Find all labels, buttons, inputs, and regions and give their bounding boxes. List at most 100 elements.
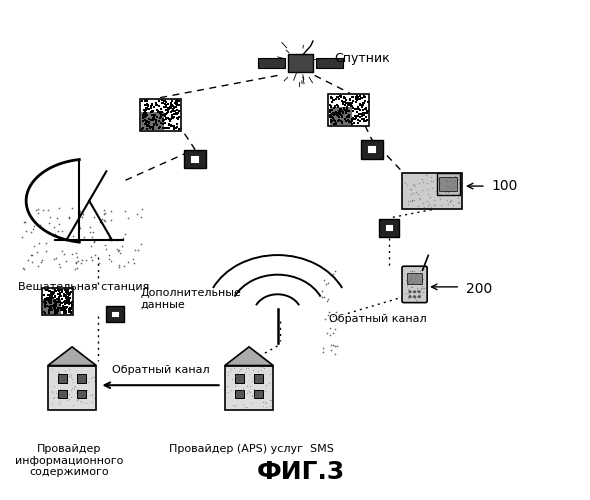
Point xyxy=(402,289,411,297)
Point xyxy=(58,306,67,314)
Point xyxy=(164,106,173,114)
Point xyxy=(427,173,436,181)
Bar xyxy=(407,272,422,284)
Point xyxy=(422,179,431,187)
Point xyxy=(47,288,56,296)
Point xyxy=(55,264,65,272)
Point xyxy=(45,297,54,305)
Point xyxy=(358,99,368,107)
Point xyxy=(48,306,57,314)
Point xyxy=(64,304,73,312)
Point xyxy=(90,250,100,258)
Point xyxy=(335,108,345,116)
Point xyxy=(349,114,358,122)
Point xyxy=(403,278,412,285)
Point xyxy=(142,112,151,120)
Point xyxy=(149,113,158,121)
Point xyxy=(417,284,426,292)
Text: Обратный канал: Обратный канал xyxy=(329,314,427,324)
Point xyxy=(156,110,166,118)
Point xyxy=(137,125,147,133)
Point xyxy=(67,298,76,306)
Point xyxy=(66,308,76,316)
Point xyxy=(53,399,63,407)
Point xyxy=(78,213,87,221)
Point xyxy=(51,298,60,306)
Point xyxy=(167,114,176,122)
Point xyxy=(55,298,64,306)
Point xyxy=(228,401,238,409)
Point xyxy=(41,297,50,305)
Point xyxy=(345,116,354,124)
Point xyxy=(51,308,61,316)
Point xyxy=(362,108,372,116)
Point xyxy=(53,305,63,313)
Point xyxy=(64,214,73,222)
Point xyxy=(162,110,172,118)
Point xyxy=(163,108,172,116)
Point xyxy=(61,292,71,300)
Point xyxy=(348,93,358,101)
Point xyxy=(443,188,453,196)
Point xyxy=(359,111,368,119)
Point xyxy=(358,94,367,102)
Point xyxy=(405,267,415,275)
Point xyxy=(44,298,54,306)
Point xyxy=(417,174,427,182)
Bar xyxy=(258,58,285,68)
Point xyxy=(423,185,432,193)
Point xyxy=(359,100,368,108)
Point xyxy=(40,298,49,306)
Point xyxy=(161,114,171,122)
Point xyxy=(81,256,91,264)
Point xyxy=(442,196,452,204)
Point xyxy=(453,175,463,183)
Point xyxy=(338,98,348,106)
Point xyxy=(155,108,164,116)
Point xyxy=(169,102,178,110)
Point xyxy=(328,340,337,348)
Point xyxy=(45,304,55,312)
Point xyxy=(345,118,354,126)
Point xyxy=(140,97,150,105)
Point xyxy=(330,342,340,350)
Point xyxy=(450,176,460,184)
Point xyxy=(106,206,116,214)
Point xyxy=(434,175,443,183)
Point xyxy=(223,368,232,376)
Point xyxy=(164,120,173,128)
Point xyxy=(63,299,72,307)
Point xyxy=(117,242,126,250)
Point xyxy=(413,190,422,198)
Point xyxy=(167,107,176,115)
Polygon shape xyxy=(48,347,96,366)
Point xyxy=(362,104,371,112)
Bar xyxy=(437,172,460,195)
Point xyxy=(142,100,152,108)
Text: Дополнительные
данные: Дополнительные данные xyxy=(140,288,241,310)
Point xyxy=(50,292,60,300)
Point xyxy=(149,120,159,128)
Point xyxy=(409,196,418,204)
Point xyxy=(328,329,337,337)
Point xyxy=(356,110,365,118)
Point xyxy=(61,308,70,316)
Point xyxy=(58,302,67,310)
Point xyxy=(53,290,63,298)
Bar xyxy=(235,390,244,398)
Point xyxy=(57,295,67,303)
Point xyxy=(437,188,447,196)
Point xyxy=(43,292,53,300)
Point xyxy=(23,256,32,264)
Point xyxy=(153,108,163,116)
Point xyxy=(142,122,152,130)
Point xyxy=(63,286,73,294)
Point xyxy=(258,370,267,378)
Bar xyxy=(439,178,457,191)
Point xyxy=(51,302,61,310)
Point xyxy=(47,306,56,314)
Point xyxy=(448,184,457,192)
Point xyxy=(66,374,76,382)
Point xyxy=(54,374,63,382)
Point xyxy=(45,212,55,220)
